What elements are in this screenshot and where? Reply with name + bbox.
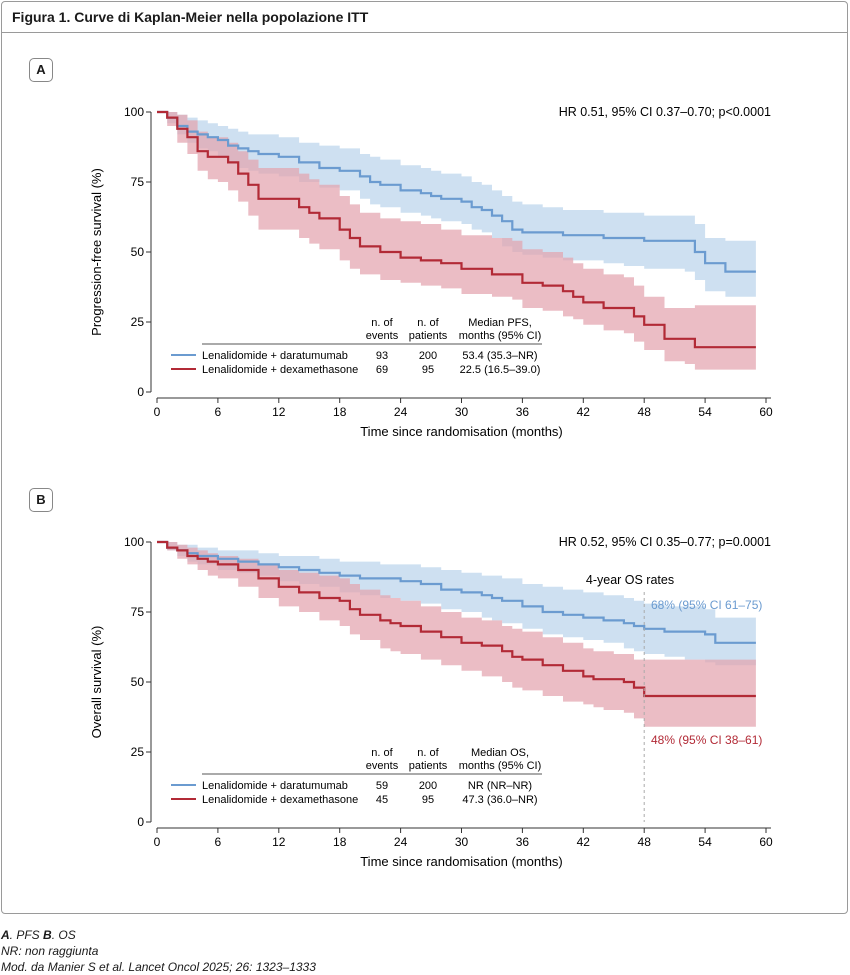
os-chart: 0 25 50 75 100 0 6 12 18 24 30 36 42 48 54 60 Time since… <box>89 535 773 869</box>
table-header: Median OS, <box>471 747 529 759</box>
x-tick-label: 0 <box>154 835 161 849</box>
x-tick-label: 36 <box>516 405 530 419</box>
x-tick-label: 12 <box>272 835 286 849</box>
x-tick-label: 30 <box>455 835 469 849</box>
table-header: n. of <box>371 747 393 759</box>
y-tick-label: 75 <box>131 605 145 619</box>
footer-source: Mod. da Manier S et al. Lancet Oncol 202… <box>1 960 316 974</box>
legend-label: Lenalidomide + daratumumab <box>202 780 348 792</box>
y-tick-label: 100 <box>124 535 144 549</box>
table-events: 93 <box>376 350 388 362</box>
km-line-rd <box>157 110 756 349</box>
table-events: 45 <box>376 794 388 806</box>
x-tick-label: 54 <box>698 405 712 419</box>
ci-band-drd <box>157 112 756 297</box>
table-header: patients <box>409 760 448 772</box>
x-axis-title: Time since randomisation (months) <box>360 424 563 439</box>
legend-label: Lenalidomide + daratumumab <box>202 350 348 362</box>
table-events: 69 <box>376 364 388 376</box>
ci-band-drd <box>157 542 756 666</box>
x-tick-label: 18 <box>333 835 347 849</box>
os-rates-header: 4-year OS rates <box>586 573 674 587</box>
x-tick-label: 36 <box>516 835 530 849</box>
footer-note: NR: non raggiunta <box>1 944 99 958</box>
x-tick-label: 6 <box>215 405 222 419</box>
x-axis-title: Time since randomisation (months) <box>360 854 563 869</box>
x-tick-label: 6 <box>215 835 222 849</box>
ci-band-rd <box>157 112 756 370</box>
y-tick-label: 50 <box>131 245 145 259</box>
os-rate-drd: 68% (95% CI 61–75) <box>651 598 762 612</box>
table-patients: 95 <box>422 794 434 806</box>
table-median: 53.4 (35.3–NR) <box>462 350 537 362</box>
y-tick-label: 25 <box>131 315 145 329</box>
x-tick-label: 12 <box>272 405 286 419</box>
table-events: 59 <box>376 780 388 792</box>
panel-label-b: B <box>29 488 53 512</box>
table-patients: 200 <box>419 780 437 792</box>
x-tick-label: 18 <box>333 405 347 419</box>
table-header: months (95% CI) <box>459 760 542 772</box>
table-header: events <box>366 330 399 342</box>
x-tick-label: 24 <box>394 835 408 849</box>
x-tick-label: 48 <box>638 835 652 849</box>
table-header: patients <box>409 330 448 342</box>
ci-band-rd <box>157 542 756 727</box>
footer-legend: A. PFS B. OS <box>1 928 76 942</box>
x-tick-label: 48 <box>638 405 652 419</box>
title-divider <box>1 32 848 33</box>
panel-label-a: A <box>29 58 53 82</box>
hazard-ratio-text: HR 0.52, 95% CI 0.35–0.77; p=0.0001 <box>559 535 771 549</box>
km-line-drd <box>157 540 756 644</box>
x-tick-label: 54 <box>698 835 712 849</box>
table-header: months (95% CI) <box>459 330 542 342</box>
x-tick-label: 42 <box>577 835 591 849</box>
table-header: n. of <box>417 747 439 759</box>
y-tick-label: 0 <box>137 815 144 829</box>
os-rate-rd: 48% (95% CI 38–61) <box>651 733 762 747</box>
figure-frame <box>1 1 848 914</box>
hazard-ratio-text: HR 0.51, 95% CI 0.37–0.70; p<0.0001 <box>559 105 771 119</box>
legend-label: Lenalidomide + dexamethasone <box>202 364 358 376</box>
x-tick-label: 42 <box>577 405 591 419</box>
figure-footer: A. PFS B. OS NR: non raggiunta Mod. da M… <box>1 927 316 975</box>
x-tick-label: 30 <box>455 405 469 419</box>
table-median: 22.5 (16.5–39.0) <box>460 364 541 376</box>
y-tick-label: 100 <box>124 105 144 119</box>
table-header: events <box>366 760 399 772</box>
table-header: Median PFS, <box>468 317 532 329</box>
x-tick-label: 60 <box>759 835 773 849</box>
x-tick-label: 60 <box>759 405 773 419</box>
figure-title: Figura 1. Curve di Kaplan-Meier nella po… <box>12 9 369 25</box>
table-patients: 95 <box>422 364 434 376</box>
x-tick-label: 0 <box>154 405 161 419</box>
y-tick-label: 0 <box>137 385 144 399</box>
y-tick-label: 75 <box>131 175 145 189</box>
table-median: 47.3 (36.0–NR) <box>462 794 537 806</box>
table-header: n. of <box>417 317 439 329</box>
table-median: NR (NR–NR) <box>468 780 532 792</box>
x-tick-label: 24 <box>394 405 408 419</box>
legend-label: Lenalidomide + dexamethasone <box>202 794 358 806</box>
table-patients: 200 <box>419 350 437 362</box>
pfs-chart: 0 25 50 75 100 0 6 12 18 24 30 36 42 48 54 60 Time since… <box>89 105 773 439</box>
table-header: n. of <box>371 317 393 329</box>
y-tick-label: 50 <box>131 675 145 689</box>
km-line-rd <box>157 540 756 698</box>
y-axis-title: Overall survival (%) <box>89 626 104 739</box>
y-tick-label: 25 <box>131 745 145 759</box>
km-line-drd <box>157 110 756 273</box>
y-axis-title: Progression-free survival (%) <box>89 168 104 336</box>
